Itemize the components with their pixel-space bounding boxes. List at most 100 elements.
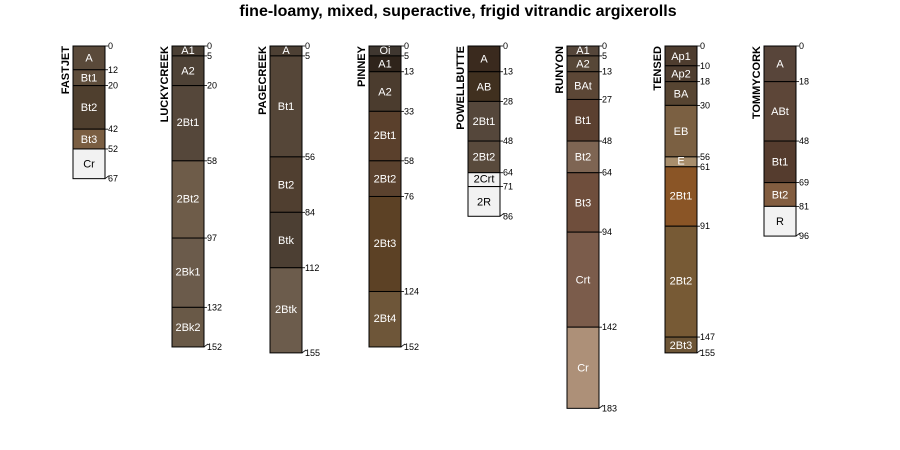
horizon-label: Btk — [278, 235, 294, 247]
profile-name: PINNEY — [356, 45, 368, 87]
depth-label: 0 — [799, 41, 804, 51]
horizon-label: 2Bt2 — [473, 152, 496, 164]
horizon-label: A2 — [378, 86, 391, 98]
depth-label: 20 — [108, 81, 118, 91]
horizon-label: R — [776, 216, 784, 228]
depth-label: 13 — [602, 67, 612, 77]
depth-label: 58 — [207, 156, 217, 166]
horizon-block — [171, 237, 205, 308]
horizon-label: 2R — [477, 196, 491, 208]
soil-profile: PINNEY 0 Oi 5 A1 13 A2 33 2Bt1 58 2Bt2 76 2Bt3 124 2Bt… — [356, 41, 419, 352]
horizon-label: A — [776, 59, 784, 71]
depth-label: 13 — [503, 67, 513, 77]
depth-label: 27 — [602, 94, 612, 104]
horizon-label: A — [480, 54, 488, 66]
depth-label: 0 — [503, 41, 508, 51]
profile-name: RUNYON — [554, 46, 566, 94]
depth-label: 71 — [503, 182, 513, 192]
soil-profile: TOMMYCORK 0 A 18 ABt 48 Bt1 69 Bt2 81 R 96 — [751, 41, 809, 241]
depth-label: 96 — [799, 231, 809, 241]
depth-label: 124 — [404, 287, 419, 297]
horizon-block — [368, 71, 402, 112]
depth-label: 0 — [108, 41, 113, 51]
depth-label: 0 — [700, 41, 705, 51]
horizon-block — [72, 85, 106, 130]
soil-profile: TENSED 0 Ap1 10 Ap2 18 BA 30 EB 56 E 61 2Bt1 91 2Bt2 14… — [652, 41, 715, 358]
horizon-label: Cr — [577, 363, 589, 375]
depth-label: 48 — [503, 136, 513, 146]
horizon-label: Bt2 — [278, 179, 295, 191]
depth-tick — [499, 212, 505, 217]
horizon-label: Oi — [380, 45, 391, 57]
horizon-block — [368, 160, 402, 197]
horizon-block — [664, 225, 698, 338]
horizon-label: EB — [674, 126, 689, 138]
depth-label: 91 — [700, 221, 710, 231]
horizon-block — [763, 140, 797, 184]
depth-label: 28 — [503, 96, 513, 106]
depth-label: 13 — [404, 67, 414, 77]
depth-label: 58 — [404, 156, 414, 166]
depth-label: 56 — [700, 152, 710, 162]
chart-title: fine-loamy, mixed, superactive, frigid v… — [239, 3, 676, 20]
profile-name: POWELLBUTTE — [455, 46, 467, 130]
horizon-label: Cr — [83, 159, 95, 171]
horizon-label: 2Crt — [474, 173, 495, 185]
profile-name: PAGECREEK — [257, 46, 269, 115]
depth-label: 183 — [602, 403, 617, 413]
depth-label: 5 — [404, 51, 409, 61]
depth-label: 48 — [602, 136, 612, 146]
depth-label: 61 — [700, 162, 710, 172]
horizon-label: Ap2 — [671, 69, 691, 81]
depth-label: 0 — [207, 41, 212, 51]
horizon-label: 2Bk1 — [175, 267, 200, 279]
horizon-block — [171, 85, 205, 162]
horizon-label: AB — [477, 81, 492, 93]
depth-label: 84 — [305, 207, 315, 217]
depth-label: 30 — [700, 100, 710, 110]
horizon-block — [763, 205, 797, 237]
horizon-label: Bt2 — [81, 102, 98, 114]
horizon-block — [763, 45, 797, 83]
horizon-block — [368, 291, 402, 348]
soil-profile: FASTJET 0 A 12 Bt1 20 Bt2 42 Bt3 52 Cr 67 — [60, 41, 118, 184]
depth-label: 64 — [602, 168, 612, 178]
depth-tick — [696, 349, 702, 354]
depth-label: 5 — [602, 51, 607, 61]
horizon-label: Crt — [576, 274, 591, 286]
soil-profile: LUCKYCREEK 0 A1 5 A2 20 2Bt1 58 2Bt2 97 2Bk1 132 2Bk… — [159, 41, 222, 352]
depth-label: 86 — [503, 211, 513, 221]
depth-label: 42 — [108, 124, 118, 134]
depth-label: 18 — [700, 77, 710, 87]
horizon-block — [566, 231, 600, 328]
horizon-block — [664, 104, 698, 158]
profile-name: LUCKYCREEK — [159, 46, 171, 122]
depth-label: 52 — [108, 144, 118, 154]
depth-label: 67 — [108, 174, 118, 184]
horizon-label: Ap1 — [671, 51, 691, 63]
depth-tick — [598, 405, 604, 409]
depth-tick — [795, 232, 801, 237]
depth-tick — [104, 175, 110, 179]
depth-label: 20 — [207, 81, 217, 91]
horizon-label: BAt — [574, 80, 592, 92]
horizon-label: Bt3 — [81, 134, 98, 146]
horizon-label: A1 — [181, 45, 194, 57]
horizon-block — [664, 166, 698, 227]
horizon-label: 2Bt2 — [177, 193, 200, 205]
horizon-block — [72, 148, 106, 180]
horizon-label: 2Bt2 — [374, 174, 397, 186]
horizon-block — [467, 140, 501, 174]
horizon-block — [664, 336, 698, 354]
depth-label: 0 — [305, 41, 310, 51]
horizon-label: 2Bt3 — [670, 340, 693, 352]
horizon-block — [269, 267, 303, 354]
depth-label: 76 — [404, 191, 414, 201]
horizon-block — [171, 160, 205, 239]
depth-tick — [301, 349, 307, 354]
horizon-label: 2Bt2 — [670, 275, 693, 287]
depth-label: 0 — [404, 41, 409, 51]
horizon-label: 2Bt1 — [473, 116, 496, 128]
depth-label: 5 — [305, 51, 310, 61]
